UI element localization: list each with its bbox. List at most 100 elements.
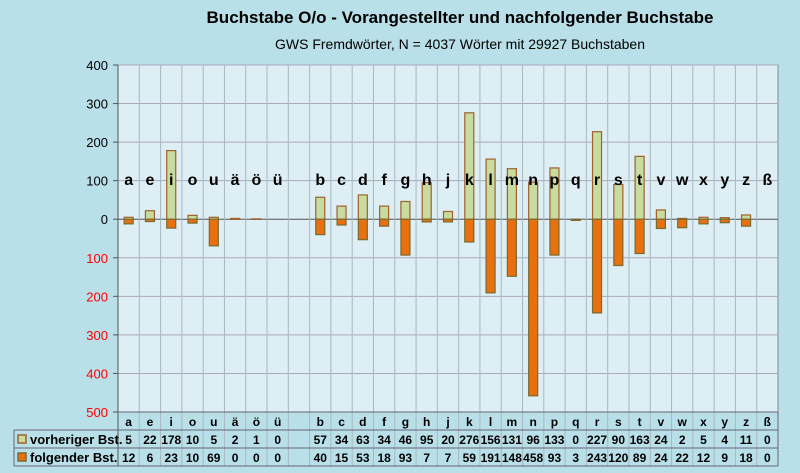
y-tick-label: 500 <box>86 405 108 420</box>
table-category: l <box>489 415 492 429</box>
table-category: g <box>402 415 409 429</box>
table-category: f <box>382 415 387 429</box>
table-category: w <box>677 415 688 429</box>
table-category: i <box>170 415 173 429</box>
table-value-folgender: 191 <box>481 451 501 465</box>
table-value-folgender: 89 <box>633 451 647 465</box>
table-category: x <box>700 415 707 429</box>
category-label: w <box>675 172 689 189</box>
table-value-vorheriger: 133 <box>544 433 564 447</box>
category-label: o <box>188 172 198 189</box>
bar-folgender-i <box>166 218 177 229</box>
category-label: j <box>445 172 450 189</box>
category-label: i <box>169 172 173 189</box>
table-value-folgender: 120 <box>608 451 628 465</box>
table-value-vorheriger: 22 <box>143 433 157 447</box>
table-value-folgender: 59 <box>463 451 477 465</box>
bar-vorheriger-g <box>400 200 411 220</box>
category-label: u <box>209 172 219 189</box>
table-category: k <box>466 415 473 429</box>
table-category: z <box>743 415 749 429</box>
legend-swatch <box>17 434 27 444</box>
table-value-vorheriger: 2 <box>679 433 686 447</box>
bar-folgender-u <box>208 218 219 247</box>
table-value-vorheriger: 227 <box>587 433 607 447</box>
bar-vorheriger-v <box>655 209 667 220</box>
table-value-folgender: 53 <box>356 451 370 465</box>
y-tick-label: 300 <box>86 328 108 343</box>
bar-vorheriger-ä <box>229 217 241 220</box>
table-value-vorheriger: 2 <box>232 433 239 447</box>
bar-folgender-l <box>485 218 496 294</box>
table-category: s <box>615 415 622 429</box>
bar-folgender-z <box>740 218 752 227</box>
category-label: e <box>145 172 154 189</box>
bar-vorheriger-c <box>336 205 347 220</box>
table-category: n <box>529 415 536 429</box>
table-value-folgender: 23 <box>165 451 179 465</box>
bar-folgender-q <box>570 218 581 221</box>
table-category: b <box>317 415 324 429</box>
table-value-vorheriger: 34 <box>377 433 391 447</box>
category-label: d <box>358 172 368 189</box>
table-value-folgender: 12 <box>122 451 136 465</box>
bar-folgender-t <box>634 218 645 255</box>
table-value-folgender: 7 <box>445 451 452 465</box>
table-category: p <box>551 415 558 429</box>
table-value-vorheriger: 46 <box>399 433 413 447</box>
table-value-folgender: 22 <box>676 451 690 465</box>
bar-folgender-c <box>336 218 347 226</box>
bar-folgender-m <box>506 218 517 277</box>
table-category: u <box>210 415 217 429</box>
table-category: ö <box>253 415 260 429</box>
table-category: e <box>147 415 154 429</box>
bar-vorheriger-z <box>740 214 752 220</box>
bar-folgender-h <box>421 218 432 223</box>
table-value-vorheriger: 156 <box>481 433 501 447</box>
table-value-folgender: 0 <box>274 451 281 465</box>
chart-title: Buchstabe O/o - Vorangestellter und nach… <box>206 8 714 27</box>
table-value-vorheriger: 5 <box>125 433 132 447</box>
category-label: ä <box>231 172 240 189</box>
table-value-folgender: 24 <box>654 451 668 465</box>
table-value-folgender: 15 <box>335 451 349 465</box>
table-value-vorheriger: 276 <box>459 433 479 447</box>
table-category: ü <box>274 415 281 429</box>
bar-folgender-d <box>357 218 368 241</box>
table-value-vorheriger: 5 <box>210 433 217 447</box>
y-tick-label: 100 <box>86 174 108 189</box>
bar-folgender-y <box>719 218 730 224</box>
bar-folgender-b <box>315 218 326 236</box>
bar-folgender-r <box>591 218 603 314</box>
bar-folgender-j <box>442 218 454 223</box>
table-value-folgender: 243 <box>587 451 607 465</box>
category-label: l <box>488 172 492 189</box>
table-value-folgender: 18 <box>739 451 753 465</box>
category-label: p <box>550 172 560 189</box>
bar-folgender-k <box>464 218 475 243</box>
plot-area <box>117 64 779 413</box>
table-category: h <box>423 415 430 429</box>
table-category: o <box>189 415 196 429</box>
table-value-vorheriger: 178 <box>161 433 181 447</box>
table-value-folgender: 40 <box>314 451 328 465</box>
bar-folgender-x <box>698 218 709 225</box>
y-tick-label: 400 <box>86 366 108 381</box>
category-label: c <box>337 172 346 189</box>
table-value-folgender: 0 <box>764 451 771 465</box>
table-value-vorheriger: 1 <box>253 433 260 447</box>
table-value-folgender: 458 <box>523 451 543 465</box>
table-value-vorheriger: 0 <box>274 433 281 447</box>
table-value-folgender: 6 <box>147 451 154 465</box>
y-tick-label: 0 <box>101 212 108 227</box>
table-value-vorheriger: 90 <box>612 433 626 447</box>
bar-vorheriger-f <box>379 205 390 220</box>
table-value-vorheriger: 131 <box>502 433 522 447</box>
table-value-vorheriger: 0 <box>572 433 579 447</box>
table-category: r <box>595 415 600 429</box>
bar-folgender-v <box>655 218 667 230</box>
category-label: k <box>465 172 474 189</box>
table-value-folgender: 9 <box>721 451 728 465</box>
bar-vorheriger-e <box>144 210 156 220</box>
table-category: d <box>359 415 366 429</box>
